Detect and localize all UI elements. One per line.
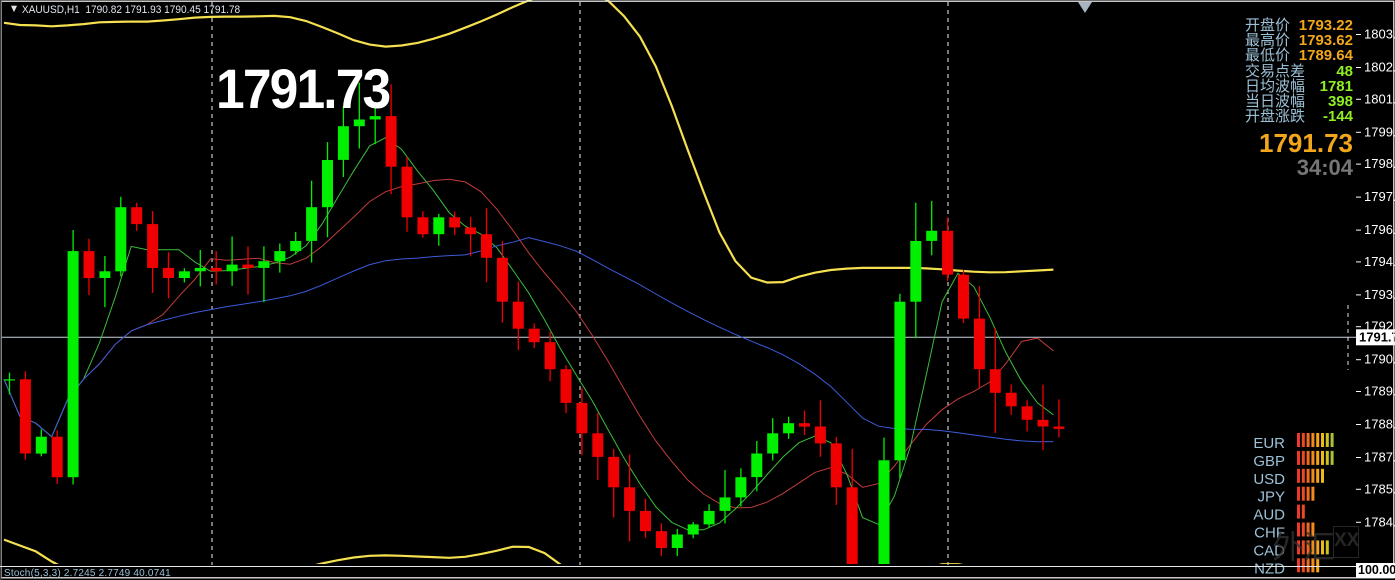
svg-text:1794.75: 1794.75 [1364, 254, 1395, 269]
svg-text:1787.05: 1787.05 [1364, 450, 1395, 465]
svg-text:1791.78: 1791.78 [1359, 329, 1395, 344]
svg-text:1788.35: 1788.35 [1364, 417, 1395, 432]
svg-text:1802.40: 1802.40 [1364, 60, 1395, 75]
svg-text:1789.65: 1789.65 [1364, 384, 1395, 399]
svg-text:1797.30: 1797.30 [1364, 189, 1395, 204]
svg-text:1796.00: 1796.00 [1364, 222, 1395, 237]
svg-text:JPY: JPY [1257, 489, 1285, 506]
svg-text:1798.60: 1798.60 [1364, 156, 1395, 171]
svg-text:1793.45: 1793.45 [1364, 287, 1395, 302]
svg-text:GBP: GBP [1253, 453, 1285, 470]
svg-text:EUR: EUR [1253, 435, 1285, 452]
svg-text:USD: USD [1253, 471, 1285, 488]
svg-text:1803.70: 1803.70 [1364, 27, 1395, 42]
svg-text:1784.50: 1784.50 [1364, 514, 1395, 529]
svg-text:1799.85: 1799.85 [1364, 124, 1395, 139]
svg-text:1790.90: 1790.90 [1364, 352, 1395, 367]
svg-text:1801.15: 1801.15 [1364, 91, 1395, 106]
svg-text:1785.80: 1785.80 [1364, 481, 1395, 496]
